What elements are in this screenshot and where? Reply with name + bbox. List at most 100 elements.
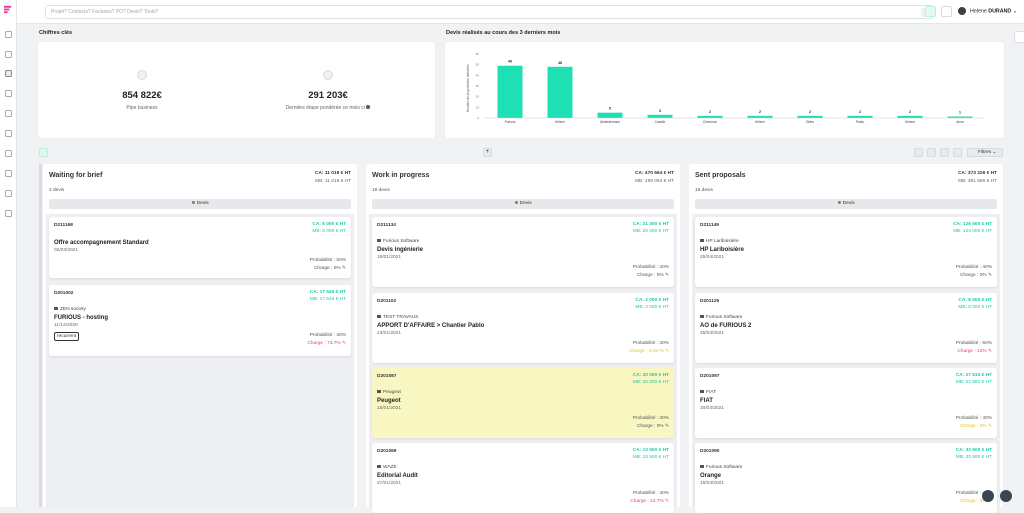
quote-charge[interactable]: Charge : 0% ✎ — [636, 424, 669, 429]
quote-charge[interactable]: Charge : 0% ✎ — [959, 424, 992, 429]
people-icon[interactable] — [5, 150, 12, 157]
quote-charge[interactable]: Charge : 0% ✎ — [636, 273, 669, 278]
quote-card[interactable]: D201102 CA: 2 000 € HT MB: 2 000 € HT TES… — [372, 293, 674, 363]
kpi-pipe-value: 854 822€ — [122, 90, 162, 101]
chart-bar[interactable] — [747, 115, 773, 118]
quote-title: Offre accompagnement Standard — [54, 240, 149, 246]
chat-icon[interactable] — [5, 90, 12, 97]
trophy-icon — [323, 70, 333, 80]
home-icon[interactable] — [5, 31, 12, 38]
add-devis-button[interactable]: ⊕ Devis — [372, 199, 674, 209]
kpi-pipe-label: Pipe business — [126, 105, 158, 111]
quote-company: ZEN society — [54, 307, 86, 312]
app-logo-icon[interactable] — [4, 5, 13, 14]
chart-bar[interactable] — [947, 116, 973, 119]
dollar-icon[interactable] — [5, 70, 12, 77]
quote-charge[interactable]: Charge : 0% ✎ — [313, 266, 346, 271]
quote-ca: CA: 13 500 € HT — [632, 448, 669, 453]
upload-icon[interactable] — [914, 148, 923, 157]
quote-card[interactable]: D201125 CA: 8 000 € HT MB: 8 000 € HT Fur… — [695, 293, 997, 363]
timer-icon[interactable] — [925, 6, 936, 17]
quote-id: D201125 — [700, 299, 720, 304]
chart-card: Nombre de propositions réalisées 0 10 20 30 4… — [445, 42, 1004, 138]
kpi-last-step-label: Dernière étape pondérée ce mois ci — [228, 105, 428, 111]
kpi-pipe: 854 822€ Pipe business — [42, 70, 242, 111]
quote-charge[interactable]: Charge : 0% ✎ — [959, 499, 992, 504]
chart-bar[interactable] — [797, 115, 823, 118]
chart-bar[interactable] — [497, 65, 523, 118]
chart-bar[interactable] — [647, 114, 673, 118]
quote-date: 25/04/2021 — [700, 255, 725, 260]
translate-icon[interactable] — [5, 130, 12, 137]
chart-bar[interactable] — [847, 115, 873, 118]
chart-data-label: 48 — [558, 61, 562, 65]
building-icon — [700, 465, 704, 468]
quote-charge[interactable]: Charge : 0.25 % ✎ — [628, 349, 669, 354]
kanban-column: Work in progress CA: 470 564 € HT MB: 45… — [366, 164, 680, 513]
quote-card[interactable]: D211149 CA: 126 500 € HT MB: 123 000 € H… — [695, 217, 997, 287]
quote-date: 27/01/2021 — [377, 481, 402, 486]
column-ca: CA: 373 226 € HT — [958, 171, 997, 176]
quote-card[interactable]: D201090 CA: 33 500 € HT MB: 33 500 € HT F… — [695, 443, 997, 513]
quote-probability: Probabilité : 40% — [632, 491, 669, 496]
avatar — [958, 7, 966, 15]
quote-card[interactable]: D211168 CA: 6 000 € HT MB: 6 000 € HT Of… — [49, 217, 351, 278]
quote-card[interactable]: D211134 CA: 21 300 € HT MB: 20 200 € HT F… — [372, 217, 674, 287]
filter-button[interactable]: Filtres ⌄ — [967, 148, 1003, 157]
quote-card[interactable]: D201069 CA: 13 500 € HT MB: 13 500 € HT W… — [372, 443, 674, 513]
quote-id: D201102 — [377, 299, 397, 304]
calendar-icon[interactable] — [5, 51, 12, 58]
chat-icon[interactable] — [1000, 490, 1012, 502]
collapse-icon[interactable] — [39, 148, 48, 157]
grid-view-icon[interactable] — [940, 148, 949, 157]
side-panel-toggle[interactable] — [1014, 31, 1024, 43]
quote-title: Peugeot — [377, 398, 401, 404]
quote-probability: Probabilité : 40% — [309, 333, 346, 338]
add-column-button[interactable]: + — [483, 148, 492, 157]
notification-bell-icon[interactable] — [941, 6, 952, 17]
quote-mb: MB: 8 000 € HT — [958, 305, 992, 310]
quote-title: Orange — [700, 473, 722, 479]
building-icon — [377, 465, 381, 468]
quote-card[interactable]: D201087 CA: 20 000 € HT MB: 20 000 € HT P… — [372, 368, 674, 438]
list-view-icon[interactable] — [953, 148, 962, 157]
chart-icon[interactable] — [5, 170, 12, 177]
phone-icon[interactable] — [982, 490, 994, 502]
chart-bar[interactable] — [897, 115, 923, 118]
chart-xtick: Abderahmane — [600, 120, 620, 124]
sidebar — [0, 0, 17, 507]
chart-title: Devis réalisés au cours des 3 derniers m… — [446, 30, 561, 36]
chart-data-label: 49 — [508, 60, 512, 64]
quote-card[interactable]: D201002 CA: 17 545 € HT MB: 17 545 € HT Z… — [49, 285, 351, 356]
settings-icon[interactable] — [927, 148, 936, 157]
quote-ca: CA: 21 300 € HT — [632, 222, 669, 227]
settings-icon[interactable] — [5, 190, 12, 197]
add-devis-button[interactable]: ⊕ Devis — [695, 199, 997, 209]
quote-charge[interactable]: Charge : 73.7% ✎ — [307, 341, 346, 346]
chart-bar[interactable] — [547, 66, 573, 118]
chart-bar[interactable] — [597, 112, 623, 118]
column-title: Work in progress — [372, 172, 430, 179]
quote-title: APPORT D'AFFAIRE > Chantier Pablo — [377, 323, 485, 329]
quote-charge[interactable]: Charge : 0% ✎ — [959, 273, 992, 278]
quote-charge[interactable]: Charge : 13.7% ✎ — [630, 499, 669, 504]
search-input[interactable]: Projet? Contacts? Factures? PO? Devis? T… — [45, 5, 933, 19]
user-menu[interactable]: Helene DURAND ⌄ — [958, 7, 1017, 15]
quote-date: 15/01/2021 — [377, 406, 402, 411]
scrollbar[interactable] — [39, 164, 42, 507]
add-devis-button[interactable]: ⊕ Devis — [49, 199, 351, 209]
chart-data-label: 2 — [809, 110, 811, 114]
column-title: Waiting for brief — [49, 172, 103, 179]
building-icon — [700, 239, 704, 242]
document-icon[interactable] — [5, 110, 12, 117]
logout-icon[interactable] — [5, 210, 12, 217]
chart-bar[interactable] — [697, 115, 723, 118]
quote-date: 18/01/2021 — [377, 255, 402, 260]
quote-card[interactable]: D201097 CA: 27 510 € HT MB: 23 981 € HT F… — [695, 368, 997, 438]
building-icon — [377, 390, 381, 393]
chart-xtick: Anna — [956, 120, 964, 124]
quote-charge[interactable]: Charge : 12% ✎ — [957, 349, 992, 354]
building-icon — [377, 239, 381, 242]
quote-company: Furious Software — [377, 239, 419, 244]
kpi-last-step: 291 203€ Dernière étape pondérée ce mois… — [228, 70, 428, 111]
